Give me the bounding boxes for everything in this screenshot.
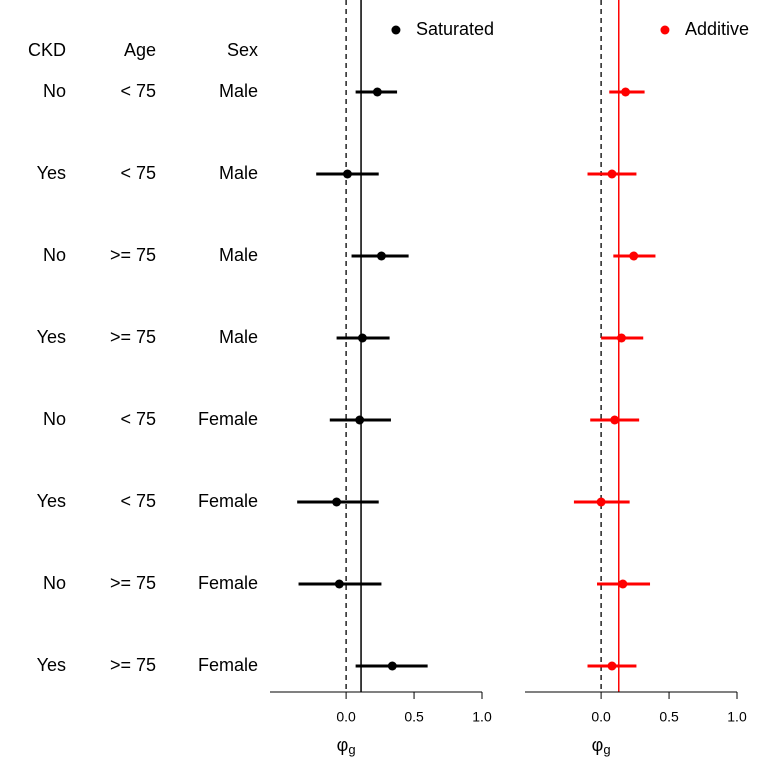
point bbox=[332, 497, 342, 507]
point bbox=[334, 579, 344, 589]
x-axis-label: φg bbox=[337, 735, 356, 758]
point bbox=[596, 497, 606, 507]
row-label: Female bbox=[198, 573, 258, 593]
column-header: Sex bbox=[227, 40, 258, 60]
x-axis-label-symbol: φ bbox=[592, 735, 604, 755]
column-header: CKD bbox=[28, 40, 66, 60]
row-label: >= 75 bbox=[110, 327, 156, 347]
row-label: >= 75 bbox=[110, 573, 156, 593]
row-label: Male bbox=[219, 245, 258, 265]
row-label: < 75 bbox=[120, 409, 156, 429]
x-tick-label: 1.0 bbox=[727, 709, 747, 725]
point bbox=[357, 333, 367, 343]
row-label: No bbox=[43, 573, 66, 593]
row-label: < 75 bbox=[120, 163, 156, 183]
point bbox=[618, 579, 628, 589]
point bbox=[621, 87, 631, 97]
legend-label: Saturated bbox=[416, 19, 494, 39]
row-label: Female bbox=[198, 409, 258, 429]
point bbox=[355, 415, 365, 425]
row-label: Yes bbox=[37, 491, 66, 511]
x-axis-label: φg bbox=[592, 735, 611, 758]
x-tick-label: 0.0 bbox=[336, 709, 356, 725]
x-tick-label: 0.5 bbox=[659, 709, 679, 725]
x-tick-label: 1.0 bbox=[472, 709, 492, 725]
point bbox=[372, 87, 382, 97]
row-label: Male bbox=[219, 81, 258, 101]
x-axis-label-subscript: g bbox=[348, 742, 355, 757]
point bbox=[376, 251, 386, 261]
row-label: Yes bbox=[37, 327, 66, 347]
point bbox=[342, 169, 352, 179]
row-label: Male bbox=[219, 327, 258, 347]
x-tick-label: 0.5 bbox=[404, 709, 424, 725]
row-label: Female bbox=[198, 491, 258, 511]
column-header: Age bbox=[124, 40, 156, 60]
legend-marker bbox=[391, 25, 401, 35]
row-label: Yes bbox=[37, 163, 66, 183]
point bbox=[607, 169, 617, 179]
row-label: >= 75 bbox=[110, 655, 156, 675]
point bbox=[607, 661, 617, 671]
row-label: >= 75 bbox=[110, 245, 156, 265]
row-label: No bbox=[43, 409, 66, 429]
row-label: < 75 bbox=[120, 81, 156, 101]
row-label: < 75 bbox=[120, 491, 156, 511]
x-tick-label: 0.0 bbox=[591, 709, 611, 725]
row-label: Yes bbox=[37, 655, 66, 675]
legend-marker bbox=[660, 25, 670, 35]
x-axis-label-symbol: φ bbox=[337, 735, 349, 755]
row-label: No bbox=[43, 245, 66, 265]
point bbox=[616, 333, 626, 343]
x-axis-label-subscript: g bbox=[603, 742, 610, 757]
point bbox=[610, 415, 620, 425]
row-label: Female bbox=[198, 655, 258, 675]
row-label: Male bbox=[219, 163, 258, 183]
point bbox=[387, 661, 397, 671]
point bbox=[629, 251, 639, 261]
row-label: No bbox=[43, 81, 66, 101]
legend-label: Additive bbox=[685, 19, 749, 39]
